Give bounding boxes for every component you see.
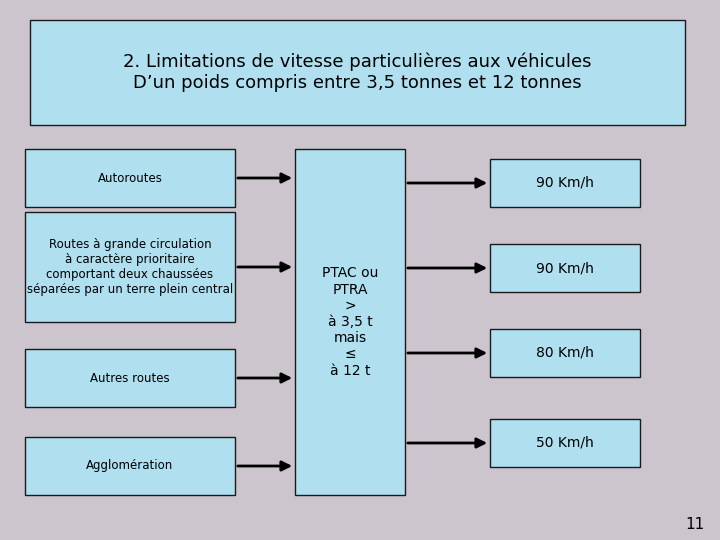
FancyBboxPatch shape: [30, 20, 685, 125]
Text: Autoroutes: Autoroutes: [98, 172, 163, 185]
FancyBboxPatch shape: [25, 212, 235, 322]
FancyBboxPatch shape: [490, 329, 640, 377]
FancyBboxPatch shape: [490, 419, 640, 467]
Text: 2. Limitations de vitesse particulières aux véhicules
D’un poids compris entre 3: 2. Limitations de vitesse particulières …: [123, 53, 592, 92]
FancyBboxPatch shape: [25, 149, 235, 207]
Text: 90 Km/h: 90 Km/h: [536, 176, 594, 190]
Text: 11: 11: [685, 517, 705, 532]
Text: PTAC ou
PTRA
>
à 3,5 t
mais
≤
à 12 t: PTAC ou PTRA > à 3,5 t mais ≤ à 12 t: [322, 266, 378, 377]
Text: Routes à grande circulation
à caractère prioritaire
comportant deux chaussées
sé: Routes à grande circulation à caractère …: [27, 238, 233, 296]
Text: 90 Km/h: 90 Km/h: [536, 261, 594, 275]
Text: 50 Km/h: 50 Km/h: [536, 436, 594, 450]
Text: Autres routes: Autres routes: [90, 372, 170, 384]
FancyBboxPatch shape: [25, 437, 235, 495]
Text: Agglomération: Agglomération: [86, 460, 174, 472]
Text: 80 Km/h: 80 Km/h: [536, 346, 594, 360]
FancyBboxPatch shape: [25, 349, 235, 407]
FancyBboxPatch shape: [295, 149, 405, 495]
FancyBboxPatch shape: [490, 159, 640, 207]
FancyBboxPatch shape: [490, 244, 640, 292]
